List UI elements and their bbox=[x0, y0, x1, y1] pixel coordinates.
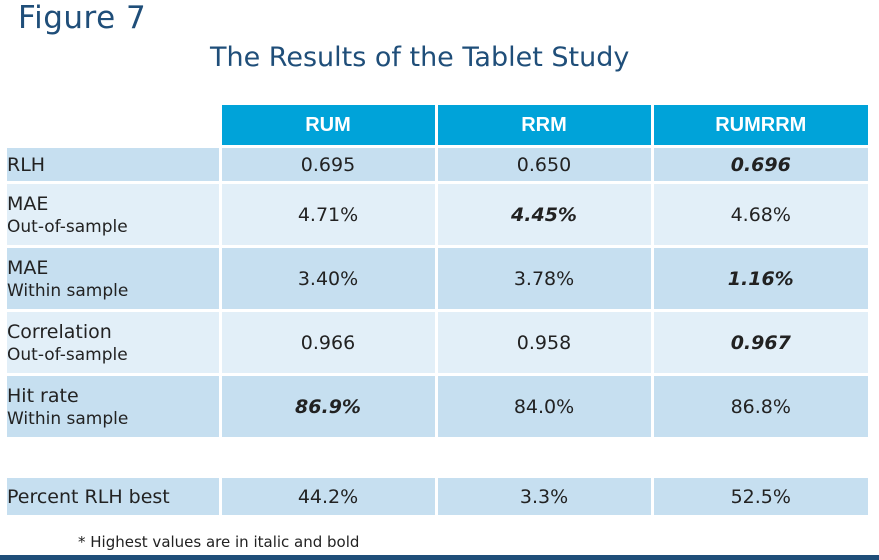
table-row: Hit rate Within sample 86.9% 84.0% 86.8% bbox=[7, 373, 868, 437]
table-row: Correlation Out-of-sample 0.966 0.958 0.… bbox=[7, 309, 868, 375]
header-corner bbox=[7, 105, 220, 147]
footnote: * Highest values are in italic and bold bbox=[78, 533, 360, 551]
summary-value: 3.3% bbox=[434, 475, 652, 515]
row-label-main: Hit rate bbox=[7, 384, 79, 407]
cell-value: 0.958 bbox=[434, 309, 652, 375]
cell-value-best: 0.967 bbox=[650, 309, 868, 375]
column-header-rum: RUM bbox=[218, 105, 436, 147]
cell-value: 0.695 bbox=[218, 145, 436, 183]
row-label: Correlation Out-of-sample bbox=[7, 309, 220, 375]
column-header-rrm: RRM bbox=[434, 105, 652, 147]
cell-value: 4.68% bbox=[650, 181, 868, 247]
cell-value: 0.966 bbox=[218, 309, 436, 375]
table-row: MAE Out-of-sample 4.71% 4.45% 4.68% bbox=[7, 181, 868, 247]
cell-value-best: 0.696 bbox=[650, 145, 868, 183]
row-label: RLH bbox=[7, 145, 220, 183]
summary-value: 44.2% bbox=[218, 475, 436, 515]
cell-value-best: 1.16% bbox=[650, 245, 868, 311]
cell-value: 0.650 bbox=[434, 145, 652, 183]
cell-value: 4.71% bbox=[218, 181, 436, 247]
row-label: MAE Out-of-sample bbox=[7, 181, 220, 247]
bottom-rule bbox=[0, 555, 879, 560]
row-label-sub: Out-of-sample bbox=[7, 216, 128, 237]
results-table: RUM RRM RUMRRM RLH 0.695 0.650 0.696 MAE… bbox=[7, 105, 868, 515]
row-label-sub: Within sample bbox=[7, 408, 129, 429]
cell-value-best: 86.9% bbox=[218, 373, 436, 437]
page-title: The Results of the Tablet Study bbox=[210, 42, 630, 73]
row-label: MAE Within sample bbox=[7, 245, 220, 311]
summary-value: 52.5% bbox=[650, 475, 868, 515]
cell-value: 84.0% bbox=[434, 373, 652, 437]
row-label: Percent RLH best bbox=[7, 475, 220, 515]
summary-row: Percent RLH best 44.2% 3.3% 52.5% bbox=[7, 475, 868, 515]
table-row: MAE Within sample 3.40% 3.78% 1.16% bbox=[7, 245, 868, 311]
column-header-rumrrm: RUMRRM bbox=[650, 105, 868, 147]
row-label-main: MAE bbox=[7, 256, 49, 279]
row-label-sub: Within sample bbox=[7, 280, 129, 301]
cell-value: 3.40% bbox=[218, 245, 436, 311]
row-label-sub: Out-of-sample bbox=[7, 344, 128, 365]
cell-value: 86.8% bbox=[650, 373, 868, 437]
spacer-row bbox=[7, 437, 868, 477]
table-row: RLH 0.695 0.650 0.696 bbox=[7, 145, 868, 183]
row-label-main: MAE bbox=[7, 192, 49, 215]
cell-value-best: 4.45% bbox=[434, 181, 652, 247]
header-row: RUM RRM RUMRRM bbox=[7, 105, 868, 147]
figure-label: Figure 7 bbox=[18, 0, 147, 36]
cell-value: 3.78% bbox=[434, 245, 652, 311]
row-label-main: RLH bbox=[7, 153, 46, 176]
row-label-main: Correlation bbox=[7, 320, 112, 343]
summary-label: Percent RLH best bbox=[7, 485, 170, 508]
row-label: Hit rate Within sample bbox=[7, 373, 220, 437]
